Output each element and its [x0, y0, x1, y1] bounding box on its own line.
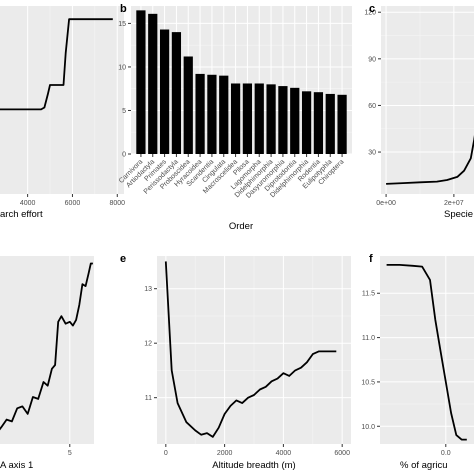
panel-e-x-axis-title: Altitude breadth (m) — [212, 460, 295, 471]
panel-b-bar — [159, 29, 170, 154]
panel-d-line-chart: 5 A axis 1 — [0, 256, 94, 471]
panel-c-y-tick-label: 90 — [368, 56, 376, 63]
panel-c-x-tick-label: 2e+07 — [444, 200, 464, 207]
panel-c-y-tick-label: 60 — [368, 103, 376, 110]
panel-a-background — [0, 6, 124, 194]
panel-c-y-tick-label: 120 — [364, 10, 376, 17]
panel-c-x-axis-title: Specie — [444, 209, 473, 220]
panel-d-series-line — [0, 262, 93, 431]
panel-b-bar — [136, 10, 146, 155]
panel-b-y-tick-label: 0 — [122, 152, 126, 159]
panel-b-bar — [219, 75, 229, 154]
panel-e-x-tick-label: 2000 — [217, 450, 233, 457]
panel-f-line-chart: 0.0 10.0 10.5 11.0 11.5 f % of agricu — [361, 253, 474, 471]
panel-b-bar — [230, 83, 241, 154]
panel-b-bar — [278, 86, 288, 154]
panel-a-series-line — [0, 18, 113, 111]
panel-b-bar — [337, 94, 347, 154]
panel-b-y-tick-label: 5 — [122, 108, 126, 115]
panel-a-x-tick-label: 4000 — [20, 200, 36, 207]
panel-a-x-tick-label: 8000 — [109, 200, 125, 207]
panel-b-letter: b — [120, 3, 127, 15]
panel-b-bar — [148, 13, 158, 154]
panel-b-bar — [207, 74, 217, 154]
panel-f-y-tick-label: 10.5 — [361, 379, 375, 386]
panel-c-x-tick-label: 0e+00 — [376, 200, 396, 207]
panel-f-x-tick-label: 0.0 — [441, 450, 451, 457]
panel-d-x-tick-label: 5 — [68, 450, 72, 457]
panel-a-x-axis-title: arch effort — [0, 209, 43, 220]
panel-b-bar — [313, 92, 324, 154]
panel-a-x-tick-label: 6000 — [65, 200, 81, 207]
panel-f-letter: f — [369, 253, 373, 265]
panel-c-background — [381, 6, 474, 194]
panel-b-bar — [242, 83, 253, 154]
panel-e-x-tick-label: 0 — [164, 450, 168, 457]
panel-e-series-line — [164, 261, 337, 438]
panel-b-y-tick-label: 15 — [118, 21, 126, 28]
panel-b-bar — [266, 84, 276, 154]
panel-b-bar — [301, 91, 312, 154]
panel-f-y-tick-label: 11.5 — [362, 291, 375, 298]
panel-b-bar — [325, 93, 335, 154]
panel-f-background — [380, 256, 474, 444]
panel-e-y-tick-label: 11 — [145, 395, 152, 402]
panel-c-y-tick-label: 30 — [368, 150, 376, 157]
panel-d-x-axis-title: A axis 1 — [0, 460, 33, 471]
panel-b-y-tick-label: 10 — [118, 64, 126, 71]
panel-b-bar — [254, 83, 264, 154]
panel-f-y-tick-label: 11.0 — [362, 335, 375, 342]
panel-e-line-chart: 0 2000 4000 6000 11 12 13 e Altitude breadth (m) — [120, 253, 351, 471]
panel-c-series-line — [386, 135, 474, 185]
panel-b-bar — [171, 32, 182, 154]
panel-a-line-chart: 4000 6000 8000 arch effort — [0, 6, 125, 220]
panel-b-bar — [290, 87, 300, 154]
panel-f-x-axis-title: % of agricu — [400, 460, 448, 471]
panel-b-bar-chart: 051015CarnivoraArtiodactylaPrimatesPeris… — [118, 3, 352, 232]
panel-e-y-tick-label: 12 — [144, 341, 152, 348]
panel-b-x-axis-title: Order — [229, 221, 253, 232]
panel-f-y-tick-label: 10.0 — [361, 424, 375, 431]
panel-e-x-tick-label: 4000 — [276, 450, 292, 457]
panel-b-bar — [195, 73, 205, 154]
panel-e-x-tick-label: 6000 — [334, 450, 350, 457]
panel-b-bar — [183, 56, 193, 154]
panel-e-letter: e — [120, 253, 126, 265]
panel-e-y-tick-label: 13 — [144, 286, 152, 293]
panel-f-series-line — [386, 263, 467, 441]
panel-c-letter: c — [369, 3, 375, 15]
